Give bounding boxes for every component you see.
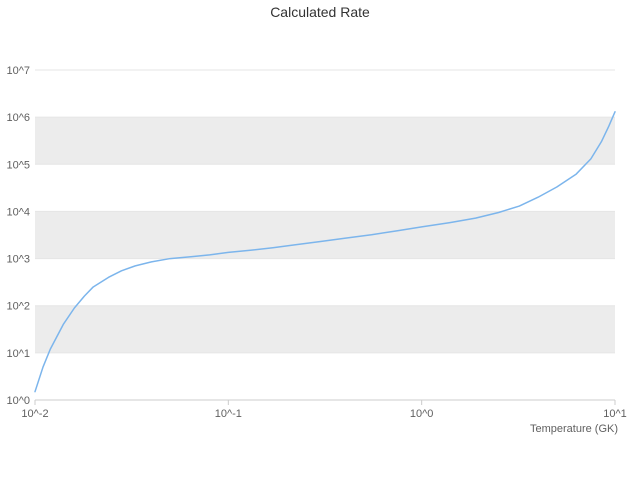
x-tick-label: 10^1 <box>603 408 627 420</box>
chart-title: Calculated Rate <box>270 4 370 20</box>
y-tick-label: 10^7 <box>6 65 30 77</box>
x-tick-label: 10^-1 <box>215 408 242 420</box>
y-tick-label: 10^6 <box>6 112 30 124</box>
alternate-band <box>35 117 615 165</box>
y-tick-label: 10^5 <box>6 159 30 171</box>
y-tick-label: 10^4 <box>6 206 30 218</box>
y-tick-label: 10^2 <box>6 301 30 313</box>
calculated-rate-series <box>34 111 616 393</box>
x-tick-label: 10^-2 <box>21 408 48 420</box>
x-tick-label: 10^0 <box>410 408 434 420</box>
y-tick-label: 10^0 <box>6 395 30 407</box>
y-tick-label: 10^3 <box>6 254 30 266</box>
alternate-band <box>35 211 615 259</box>
y-tick-label: 10^1 <box>6 348 30 360</box>
x-axis-title: Temperature (GK) <box>529 423 618 435</box>
alternate-band <box>35 305 615 353</box>
